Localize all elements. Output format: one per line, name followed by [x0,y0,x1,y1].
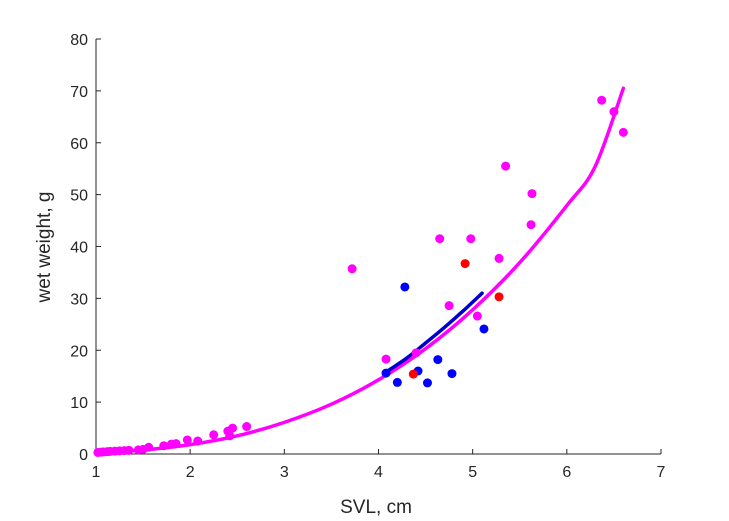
data-point [433,355,443,365]
x-tick-label: 7 [657,464,666,481]
data-point [171,439,181,449]
data-point [193,436,203,446]
x-tick-label: 3 [280,464,289,481]
data-point [159,441,169,451]
y-tick-label: 50 [70,188,88,205]
y-tick-label: 10 [70,395,88,412]
data-point [124,445,134,455]
data-point [501,161,511,171]
data-point [466,234,476,244]
x-tick-label: 2 [186,464,195,481]
fit-curve-4 [384,291,484,374]
axes [95,38,662,455]
y-tick-label: 40 [70,240,88,257]
y-tick-label: 20 [70,343,88,360]
data-point [597,95,607,105]
data-point [182,435,192,445]
data-point [435,234,445,244]
data-point [209,430,219,440]
data-point [408,369,418,379]
data-point [242,422,252,432]
x-tick-label: 4 [374,464,383,481]
y-axis-label: wet weight, g [34,192,55,304]
y-tick-label: 60 [70,136,88,153]
data-point [392,377,402,387]
data-point [472,311,482,321]
data-point [228,423,238,433]
data-point [447,369,457,379]
data-point [479,324,489,334]
x-tick-label: 6 [562,464,571,481]
data-point [527,189,537,199]
x-tick-label: 5 [468,464,477,481]
data-point [526,220,536,230]
data-point [618,127,628,137]
fit-curve-3 [94,86,626,455]
data-point [422,378,432,388]
y-tick-label: 0 [79,447,88,464]
fit-curves [94,86,626,455]
data-point [381,354,391,364]
data-point [494,292,504,302]
x-axis-label: SVL, cm [340,497,412,518]
y-tick-label: 80 [70,32,88,49]
data-points [93,95,628,457]
data-point [400,282,410,292]
data-point [609,107,619,117]
y-tick-label: 70 [70,84,88,101]
data-point [144,442,154,452]
data-point [494,253,504,263]
y-tick-label: 30 [70,291,88,308]
data-point [347,264,357,274]
data-point [411,348,421,358]
x-tick-label: 1 [92,464,101,481]
data-point [444,301,454,311]
data-point [460,259,470,269]
data-point [381,368,391,378]
data-point [225,431,235,441]
